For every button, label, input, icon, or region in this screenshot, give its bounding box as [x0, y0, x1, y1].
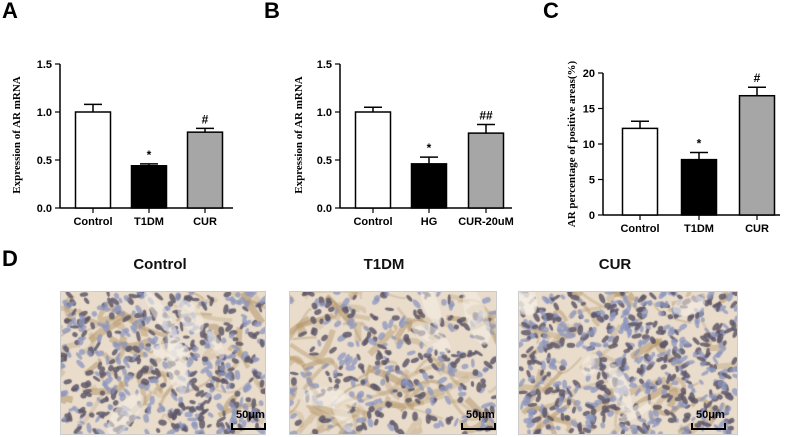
image-title-cur: CUR: [598, 256, 632, 273]
chart-c-bar-2: [738, 94, 776, 216]
chart-b-ytick-label-3: 1.5: [317, 59, 332, 71]
chart-c-xtick-label-2: CUR: [745, 223, 769, 235]
scale-bar-cur: [691, 423, 726, 430]
image-title-t1dm: T1DM: [363, 256, 405, 273]
chart-c-ytick-label-1: 5: [589, 175, 595, 187]
chart-b-ytick-label-0: 0.0: [317, 203, 332, 215]
chart-b-significance-1: *: [427, 141, 432, 155]
micrograph-t1dm: [289, 291, 497, 435]
chart-c-significance-2: #: [754, 71, 761, 85]
scale-bar-label-cur: 50μm: [696, 409, 725, 421]
scale-bar-label-t1dm: 50μm: [466, 409, 495, 421]
chart-b-bar-2: [467, 132, 505, 209]
image-title-control: Control: [133, 256, 187, 273]
chart-b-ytick-label-1: 0.5: [317, 155, 332, 167]
bar-charts: 0.0 0.5 1.0 1.5 Expression of AR mRNA Control…: [11, 59, 780, 235]
chart-a-ytick-label-1: 0.5: [37, 155, 52, 167]
chart-c-bar-0: [621, 127, 659, 216]
chart-c-ytick-label-3: 15: [583, 104, 595, 116]
chart-a-xtick-label-0: Control: [73, 216, 112, 228]
chart-c-ytick-label-4: 20: [583, 68, 595, 80]
chart-b-significance-2: ##: [479, 108, 493, 122]
chart-c-ytick-label-0: 0: [589, 210, 595, 222]
chart-c-significance-1: *: [697, 137, 702, 151]
chart-a-ytick-label-3: 1.5: [37, 59, 52, 71]
chart-b-ytick-label-2: 1.0: [317, 107, 332, 119]
chart-c-ytick-label-2: 10: [583, 139, 595, 151]
chart-a-significance-2: #: [202, 112, 209, 126]
panel-letter-c: C: [543, 0, 559, 23]
chart-b-xtick-label-2: CUR-20uM: [458, 216, 514, 228]
scale-bar-t1dm: [461, 423, 496, 430]
chart-b-xtick-label-0: Control: [353, 216, 392, 228]
panel-letter-a: A: [2, 0, 18, 23]
chart-c-ylabel: AR percentage of positive areas(%): [566, 60, 578, 227]
chart-a-ytick-label-0: 0.0: [37, 203, 52, 215]
scale-bar-control: [231, 423, 266, 430]
chart-a-xtick-label-2: CUR: [193, 216, 217, 228]
chart-a-ylabel: Expression of AR mRNA: [11, 76, 23, 194]
chart-a-ytick-label-2: 1.0: [37, 107, 52, 119]
chart-a-bar-1: [130, 165, 168, 209]
chart-a-bar-0: [74, 111, 112, 209]
panel-letter-b: B: [264, 0, 280, 23]
chart-b-xtick-label-1: HG: [421, 216, 438, 228]
chart-c-xtick-label-1: T1DM: [684, 223, 714, 235]
chart-c-xtick-label-0: Control: [620, 223, 659, 235]
chart-a-significance-1: *: [147, 148, 152, 162]
micrograph-control: [60, 291, 266, 435]
panel-letter-d: D: [2, 246, 18, 271]
chart-a-bar-2: [186, 131, 224, 209]
scale-bar-label-control: 50μm: [236, 409, 265, 421]
chart-c-bar-1: [680, 158, 718, 216]
chart-b-bar-1: [410, 163, 448, 209]
chart-b-bar-0: [354, 111, 392, 209]
chart-a-xtick-label-1: T1DM: [134, 216, 164, 228]
micrograph-cur: [518, 291, 738, 435]
chart-b-ylabel: Expression of AR mRNA: [293, 76, 305, 194]
